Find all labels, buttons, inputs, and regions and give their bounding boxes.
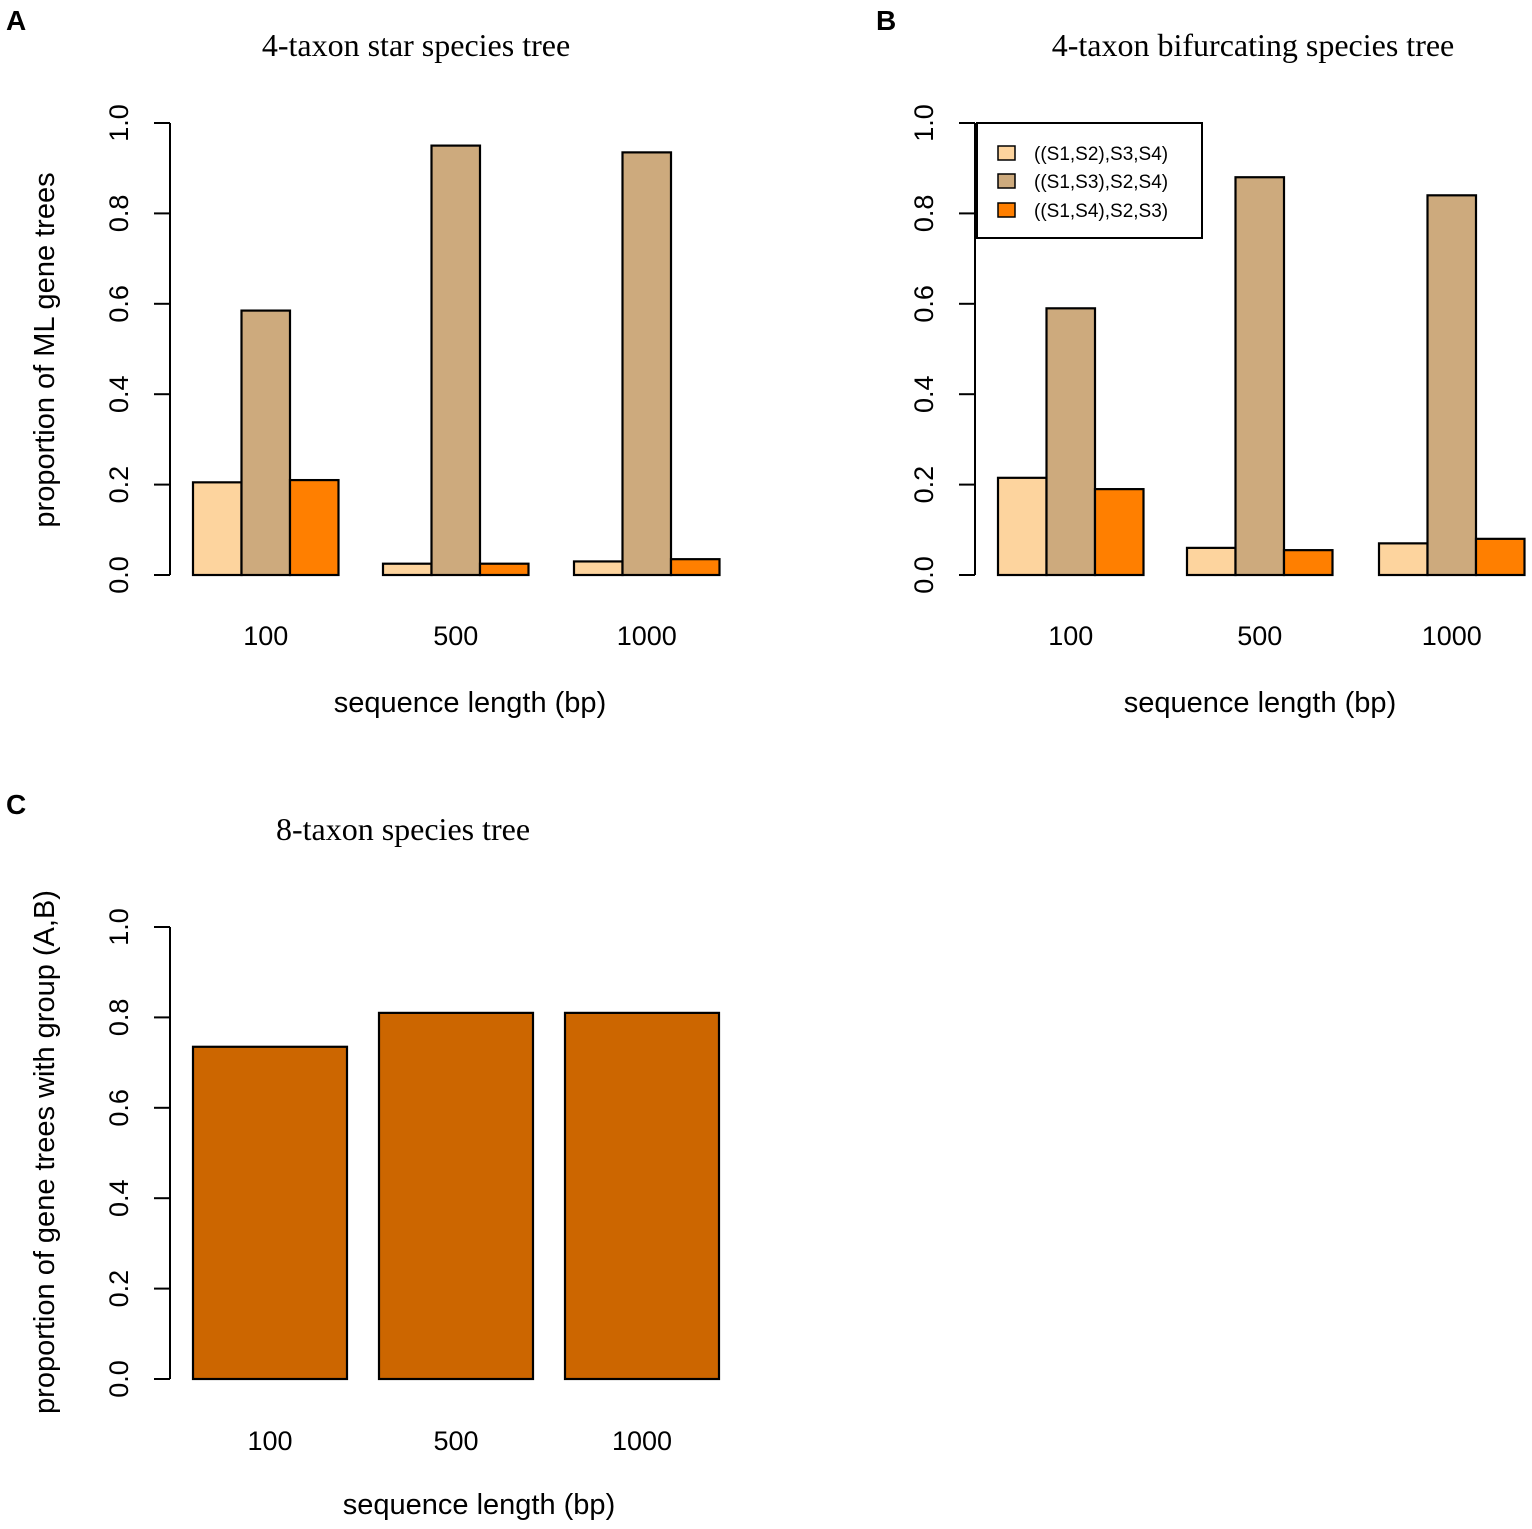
panel-a-y-tick-label: 1.0: [104, 104, 134, 142]
panel-c-x-tick-label: 500: [433, 1426, 478, 1456]
panel-b-x-tick-label: 100: [1048, 621, 1093, 651]
panel-a-bar: [288, 478, 340, 577]
panel-a-x-tick-label: 100: [243, 621, 288, 651]
panel-c-y-axis-label: proportion of gene trees with group (A,B…: [29, 890, 61, 1414]
panel-a-title: 4-taxon star species tree: [262, 27, 570, 63]
panel-b-bar: [1093, 488, 1145, 577]
panel-a-y-tick-label: 0.4: [104, 375, 134, 413]
panel-b-y-tick-label: 0.0: [909, 556, 939, 594]
panel-b-legend-swatch: [997, 202, 1016, 218]
panel-b-legend-label: ((S1,S2),S3,S4): [1034, 144, 1168, 165]
panel-b-legend-label: ((S1,S3),S2,S4): [1034, 172, 1168, 193]
panel-c: C 8-taxon species tree 0.0 0.2 0.4 0.6 0.8 1.0 1…: [6, 789, 721, 1521]
panel-c-y-tick-label: 0.8: [104, 999, 134, 1037]
panel-b-bar: [1282, 549, 1334, 577]
panel-a-x-tick-label: 500: [433, 621, 478, 651]
panel-b-legend-swatch: [997, 145, 1016, 161]
panel-c-y-tick-label: 0.2: [104, 1270, 134, 1308]
panel-a-y-tick-label: 0.2: [104, 466, 134, 504]
panel-a-x-tick-label: 1000: [617, 621, 677, 651]
panel-b-y-tick-label: 0.8: [909, 195, 939, 233]
panel-c-bar: [191, 1045, 349, 1381]
panel-a-x-axis-label: sequence length (bp): [334, 687, 606, 719]
panel-a-letter: A: [6, 5, 26, 36]
panel-a-bar: [621, 151, 673, 577]
panel-b-x-tick-label: 1000: [1422, 621, 1482, 651]
panel-a-bar: [240, 309, 292, 577]
panel-c-y-tick-label: 0.4: [104, 1179, 134, 1217]
panel-a-y-tick-label: 0.6: [104, 285, 134, 323]
panel-b-title: 4-taxon bifurcating species tree: [1052, 27, 1455, 63]
panel-b-letter: B: [876, 5, 896, 36]
panel-a-bar: [381, 562, 433, 577]
panel-b-x-tick-label: 500: [1237, 621, 1282, 651]
panel-a-bar: [669, 558, 721, 577]
panel-a: A 4-taxon star species tree 0.0 0.2 0.4 0.6 0.…: [6, 5, 721, 719]
panel-c-x-tick-label: 100: [247, 1426, 292, 1456]
panel-b-bar: [1426, 194, 1478, 577]
panel-b-bar: [1234, 176, 1286, 577]
panel-b-bar: [1377, 542, 1429, 577]
panel-b-y-tick-label: 0.2: [909, 466, 939, 504]
panel-b-legend-label: ((S1,S4),S2,S3): [1034, 201, 1168, 222]
panel-c-title: 8-taxon species tree: [276, 811, 530, 847]
panel-a-y-tick-label: 0.8: [104, 195, 134, 233]
panel-b-bar: [1185, 546, 1237, 577]
panel-c-letter: C: [6, 789, 26, 820]
panel-b-bar: [1045, 307, 1097, 577]
panel-b-y-tick-label: 0.4: [909, 375, 939, 413]
panel-a-bar: [430, 144, 482, 577]
panel-a-bar: [191, 481, 243, 577]
panel-c-x-axis-label: sequence length (bp): [343, 1489, 615, 1521]
panel-b-y-tick-label: 1.0: [909, 104, 939, 142]
panel-a-bar: [478, 562, 530, 577]
panel-b-x-axis-label: sequence length (bp): [1124, 687, 1396, 719]
panel-c-bar: [377, 1011, 535, 1381]
panel-c-y-tick-label: 1.0: [104, 908, 134, 946]
panel-a-bar: [572, 560, 624, 577]
panel-b-legend-swatch: [997, 173, 1016, 189]
panel-b-bar: [1474, 537, 1526, 577]
panel-c-bar: [563, 1011, 721, 1381]
panel-c-y-tick-label: 0.6: [104, 1089, 134, 1127]
panel-c-x-tick-label: 1000: [612, 1426, 672, 1456]
panel-b: B 4-taxon bifurcating species tree 0.0 0.2 0…: [876, 5, 1526, 719]
panel-b-y-tick-label: 0.6: [909, 285, 939, 323]
panel-c-y-tick-label: 0.0: [104, 1360, 134, 1398]
panel-a-y-tick-label: 0.0: [104, 556, 134, 594]
panel-a-y-axis-label: proportion of ML gene trees: [29, 172, 61, 527]
panel-b-bar: [996, 476, 1048, 577]
